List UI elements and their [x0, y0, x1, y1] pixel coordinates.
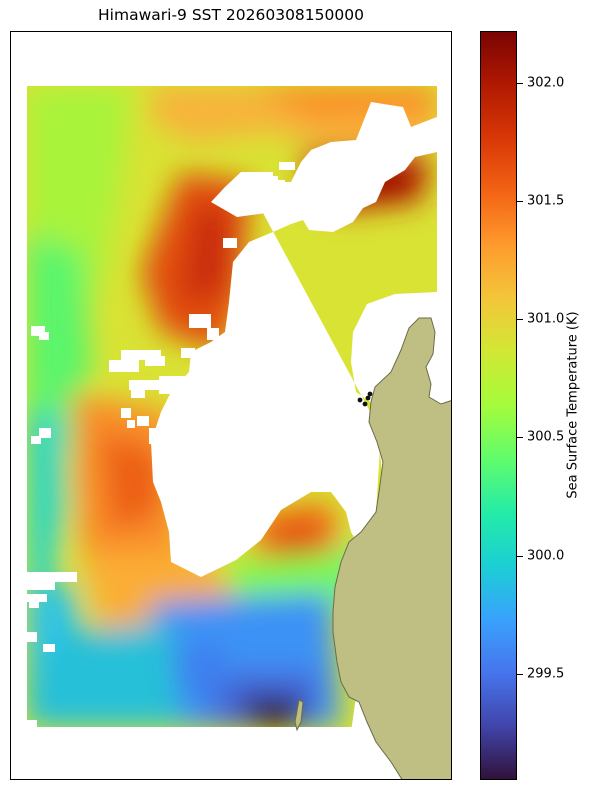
colorbar-tick [517, 555, 523, 557]
colorbar-tick [517, 319, 523, 321]
colorbar-tick [517, 673, 523, 675]
coast-land-shape [332, 317, 451, 779]
colorbar-tick-label: 300.5 [527, 429, 565, 445]
coastline-land [294, 317, 451, 779]
colorbar-tick-label: 299.5 [527, 666, 565, 682]
island-dot [362, 401, 368, 407]
cloud-mask [27, 102, 437, 732]
colorbar-tick-label: 301.5 [527, 193, 565, 209]
small-islands [357, 391, 373, 407]
map-title: Himawari-9 SST 20260308150000 [98, 6, 364, 24]
colorbar-tick-label: 301.0 [527, 311, 565, 327]
colorbar-tick [517, 82, 523, 84]
colorbar-gradient [481, 32, 516, 779]
island-dot [367, 391, 373, 397]
colorbar-tick-label: 302.0 [527, 75, 565, 91]
colorbar-tick [517, 437, 523, 439]
island-dot [357, 397, 363, 403]
sst-map [27, 86, 451, 779]
colorbar-tick [517, 201, 523, 203]
colorbar [480, 31, 517, 780]
colorbar-label: Sea Surface Temperature (K) [565, 311, 581, 499]
island-dot [365, 395, 371, 401]
colorbar-tick-label: 300.0 [527, 548, 565, 564]
sst-map-panel [10, 31, 452, 780]
small-island-shape [294, 699, 304, 732]
